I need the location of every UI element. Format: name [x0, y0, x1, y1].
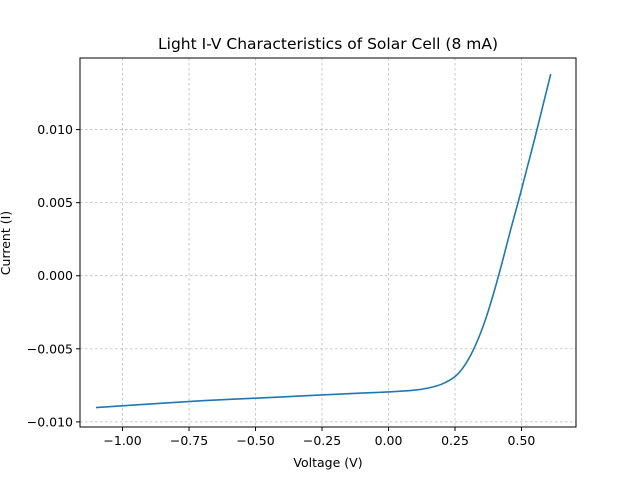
x-tick-label: 0.25 — [441, 433, 469, 448]
y-axis-label: Current (I) — [0, 211, 13, 275]
y-tick-label: 0.010 — [37, 122, 73, 137]
series-line — [95, 73, 552, 409]
x-tick-label: −0.25 — [303, 433, 341, 448]
x-tick-label: 0.50 — [508, 433, 536, 448]
x-tick-label: −0.75 — [170, 433, 208, 448]
x-axis-label: Voltage (V) — [293, 455, 362, 470]
x-tick-label: −0.50 — [236, 433, 274, 448]
y-tick-label: −0.005 — [27, 341, 73, 356]
x-tick-label: 0.00 — [375, 433, 403, 448]
grid-layer — [80, 58, 576, 427]
plot-frame — [79, 57, 577, 428]
y-tick-label: 0.000 — [37, 268, 73, 283]
y-tick-label: 0.005 — [37, 195, 73, 210]
y-axis-ticks: −0.010 −0.005 0.000 0.005 0.010 — [27, 122, 80, 429]
x-tick-label: −1.00 — [103, 433, 141, 448]
chart-title: Light I-V Characteristics of Solar Cell … — [158, 35, 498, 53]
x-axis-ticks: −1.00 −0.75 −0.50 −0.25 0.00 0.25 0.50 — [103, 427, 535, 448]
y-tick-label: −0.010 — [27, 414, 73, 429]
